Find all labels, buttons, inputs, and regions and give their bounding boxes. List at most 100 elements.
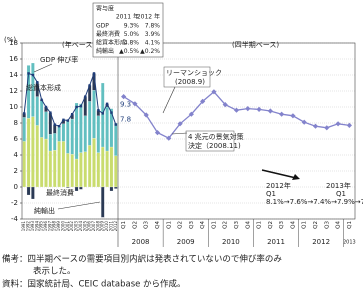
line-marker bbox=[346, 122, 352, 128]
line-marker bbox=[70, 113, 74, 116]
bar-segment bbox=[31, 186, 35, 200]
table-cell: 3.9% bbox=[145, 31, 161, 38]
series-callout: 総資本形成 bbox=[26, 83, 61, 92]
bar-segment bbox=[87, 101, 92, 146]
bar-segment bbox=[66, 153, 70, 188]
bar-segment bbox=[57, 141, 61, 188]
table-cell: ▲0.2% bbox=[140, 48, 160, 55]
bar-segment bbox=[83, 151, 87, 188]
x-tick-label: Q1 bbox=[347, 221, 353, 229]
bar-segment bbox=[31, 116, 35, 188]
annotation: 決定（2008.11) bbox=[188, 141, 241, 150]
bar-segment bbox=[35, 96, 39, 126]
bar-segment bbox=[79, 186, 83, 190]
line-marker bbox=[44, 105, 48, 109]
annotation-line bbox=[162, 86, 176, 114]
x-tick-label: 2003 bbox=[74, 221, 79, 232]
x-tick-label: 2007 bbox=[91, 221, 96, 232]
bar-segment bbox=[44, 111, 48, 140]
line-marker bbox=[110, 111, 113, 114]
line-marker bbox=[79, 105, 83, 108]
table-cell: 9.3% bbox=[124, 23, 140, 30]
x-tick-label: 2011 bbox=[108, 221, 113, 232]
x-tick-label: 2001 bbox=[65, 221, 70, 232]
table-cell: GDP bbox=[96, 23, 109, 30]
bar-segment bbox=[101, 82, 105, 148]
x-tick-label: 1995 bbox=[39, 221, 44, 232]
bar-segment bbox=[66, 119, 70, 154]
bar-segment bbox=[35, 125, 39, 188]
line-marker bbox=[57, 125, 61, 128]
annotation-arrow bbox=[261, 169, 297, 179]
line-marker bbox=[166, 135, 172, 141]
bar-segment bbox=[105, 150, 109, 188]
y-tick-label: 10 bbox=[9, 103, 18, 111]
line-marker bbox=[75, 105, 78, 109]
bar-segment bbox=[26, 118, 31, 188]
x-tick-label: 2008 bbox=[95, 221, 100, 232]
bar-segment bbox=[22, 141, 26, 188]
x-tick-label: Q3 bbox=[324, 221, 330, 229]
x-tick-label: 1994 bbox=[34, 221, 39, 232]
line-marker bbox=[143, 112, 149, 118]
line-marker bbox=[114, 123, 118, 126]
bar-segment bbox=[105, 106, 109, 152]
plot: 1991 1992 1993 1994 1995 1996 1997 1998 1999 2000… bbox=[21, 62, 356, 247]
table-cell: 総資本形成 bbox=[96, 39, 126, 47]
note: 備考：四半期ベースの需要項目別内訳は発表されていないので伸び率のみ bbox=[2, 254, 282, 265]
bar-segment bbox=[48, 150, 53, 188]
x-tick-label: 1999 bbox=[56, 221, 61, 232]
annotation: 8.1%→7.6%→7.4%→7.9%→7.7% bbox=[266, 198, 363, 206]
data-label: 9.3 bbox=[120, 101, 131, 109]
arrow-head bbox=[292, 174, 300, 180]
x-tick-label: Q2 bbox=[178, 221, 184, 229]
line-marker bbox=[200, 98, 206, 104]
bar-segment bbox=[114, 122, 118, 156]
annotation: Q1 bbox=[266, 190, 276, 198]
x-group-label: 2009 bbox=[177, 238, 195, 246]
note: 表示した。 bbox=[33, 266, 76, 277]
y-axis-label: (%) bbox=[4, 36, 16, 44]
x-tick-label: 2000 bbox=[60, 221, 65, 232]
x-tick-label: Q2 bbox=[268, 221, 274, 229]
y-tick-label: -4 bbox=[11, 215, 19, 223]
x-tick-label: Q4 bbox=[155, 221, 161, 229]
bar-segment bbox=[57, 126, 61, 142]
bar-segment bbox=[109, 146, 114, 188]
x-tick-label: Q3 bbox=[189, 221, 195, 229]
x-tick-label: Q2 bbox=[223, 221, 229, 229]
line-marker bbox=[245, 106, 251, 112]
y-tick-label: 6 bbox=[14, 135, 19, 143]
bar-segment bbox=[74, 158, 79, 188]
x-tick-label: Q2 bbox=[132, 221, 138, 229]
x-group-label: 2012 bbox=[312, 238, 330, 246]
x-group-label: 2011 bbox=[267, 238, 285, 246]
bar-segment bbox=[53, 133, 57, 151]
x-tick-label: 1996 bbox=[43, 221, 48, 232]
line-marker bbox=[154, 130, 161, 136]
x-tick-label: 1991 bbox=[21, 221, 26, 232]
x-group-label: 2008 bbox=[132, 238, 150, 246]
line-marker bbox=[66, 119, 70, 122]
bar-segment bbox=[114, 186, 118, 189]
bar-segment bbox=[66, 186, 70, 188]
x-tick-label: 2010 bbox=[104, 221, 109, 232]
annotation-line bbox=[171, 132, 188, 135]
line-marker bbox=[101, 112, 104, 115]
line-marker bbox=[62, 118, 65, 121]
line-marker bbox=[27, 72, 30, 75]
line-marker bbox=[97, 109, 100, 112]
table-cell: 4.1% bbox=[145, 40, 161, 47]
x-tick-label: Q1 bbox=[166, 221, 172, 229]
line-marker bbox=[31, 73, 35, 77]
annotation: 2012年 bbox=[266, 181, 291, 190]
y-tick-label: 8 bbox=[14, 119, 18, 127]
bar-segment bbox=[79, 152, 83, 188]
x-tick-label: 1992 bbox=[26, 221, 31, 232]
table-cell: ▲0.5% bbox=[119, 48, 139, 55]
bar-segment bbox=[101, 186, 105, 218]
bar-segment bbox=[74, 186, 79, 192]
bar-segment bbox=[44, 138, 48, 188]
